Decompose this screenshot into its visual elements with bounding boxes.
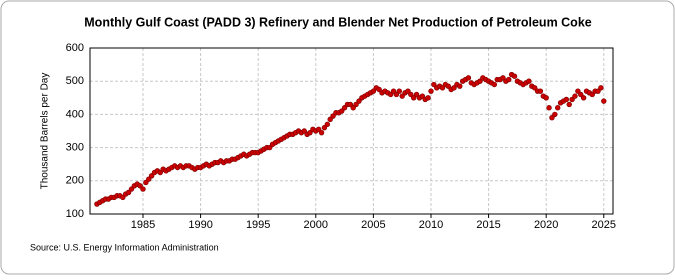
point [578, 91, 584, 98]
point [143, 179, 149, 186]
y-tick-label: 200 [66, 175, 84, 187]
x-tick-label: 2015 [476, 219, 500, 231]
point [140, 186, 146, 192]
point [569, 96, 575, 103]
point [457, 83, 463, 89]
point [301, 128, 307, 134]
point [339, 108, 345, 114]
point [157, 169, 163, 176]
point [327, 116, 333, 123]
point [387, 91, 394, 98]
point [563, 96, 570, 103]
x-tick-label: 2025 [592, 219, 616, 231]
point [376, 86, 382, 93]
x-tick-label: 1990 [188, 219, 212, 231]
point [543, 95, 549, 101]
y-tick-label: 600 [66, 42, 84, 54]
point [413, 91, 420, 98]
point [350, 105, 356, 111]
point [405, 88, 411, 94]
x-tick-label: 1985 [131, 219, 155, 231]
point [315, 126, 322, 133]
point [552, 111, 558, 118]
point [451, 85, 457, 91]
point [353, 101, 359, 108]
y-tick-label: 400 [66, 108, 84, 120]
point [318, 129, 325, 136]
point [595, 88, 601, 94]
y-tick-label: 300 [66, 142, 84, 154]
point [601, 98, 607, 104]
point [546, 105, 552, 111]
point [321, 124, 328, 131]
point [267, 144, 273, 151]
x-tick-label: 1995 [246, 219, 270, 231]
point [566, 101, 572, 108]
point [428, 88, 434, 94]
point [307, 129, 313, 136]
point [465, 75, 472, 81]
point [128, 186, 135, 192]
point [125, 189, 132, 196]
x-tick-label: 2005 [361, 219, 385, 231]
point [148, 173, 155, 179]
point [506, 76, 512, 83]
point [396, 88, 403, 94]
point [491, 81, 498, 88]
plot-border [89, 47, 614, 215]
point [439, 85, 446, 91]
point [393, 91, 400, 98]
point [555, 105, 561, 111]
point [477, 78, 483, 84]
y-tick-label: 100 [66, 208, 84, 220]
point [575, 88, 581, 94]
point [341, 105, 348, 111]
chart-title: Monthly Gulf Coast (PADD 3) Refinery and… [84, 15, 592, 29]
x-tick-label: 2000 [304, 219, 328, 231]
point [526, 78, 532, 84]
point [356, 98, 362, 104]
point [419, 93, 426, 99]
source: Source: U.S. Energy Information Administ… [30, 242, 219, 252]
point [390, 88, 397, 94]
x-tick-label: 2020 [534, 219, 558, 231]
x-tick-label: 2010 [419, 219, 443, 231]
point [589, 91, 595, 98]
point [445, 83, 451, 89]
point [324, 121, 331, 128]
point [511, 73, 518, 79]
y-axis-label: Thousand Barrels per Day [40, 73, 51, 190]
point [431, 81, 437, 88]
point [146, 176, 152, 182]
point [411, 95, 417, 101]
point [572, 93, 578, 99]
point [330, 113, 336, 119]
point [425, 95, 431, 101]
point [120, 194, 126, 201]
y-tick-label: 500 [66, 75, 84, 87]
point [580, 95, 587, 101]
point [598, 85, 604, 91]
point [399, 93, 405, 99]
point [137, 183, 143, 189]
point [408, 91, 414, 98]
point [370, 88, 377, 94]
point [500, 75, 506, 81]
point [531, 85, 538, 91]
point [347, 101, 354, 108]
point [537, 88, 544, 94]
point [549, 115, 555, 121]
